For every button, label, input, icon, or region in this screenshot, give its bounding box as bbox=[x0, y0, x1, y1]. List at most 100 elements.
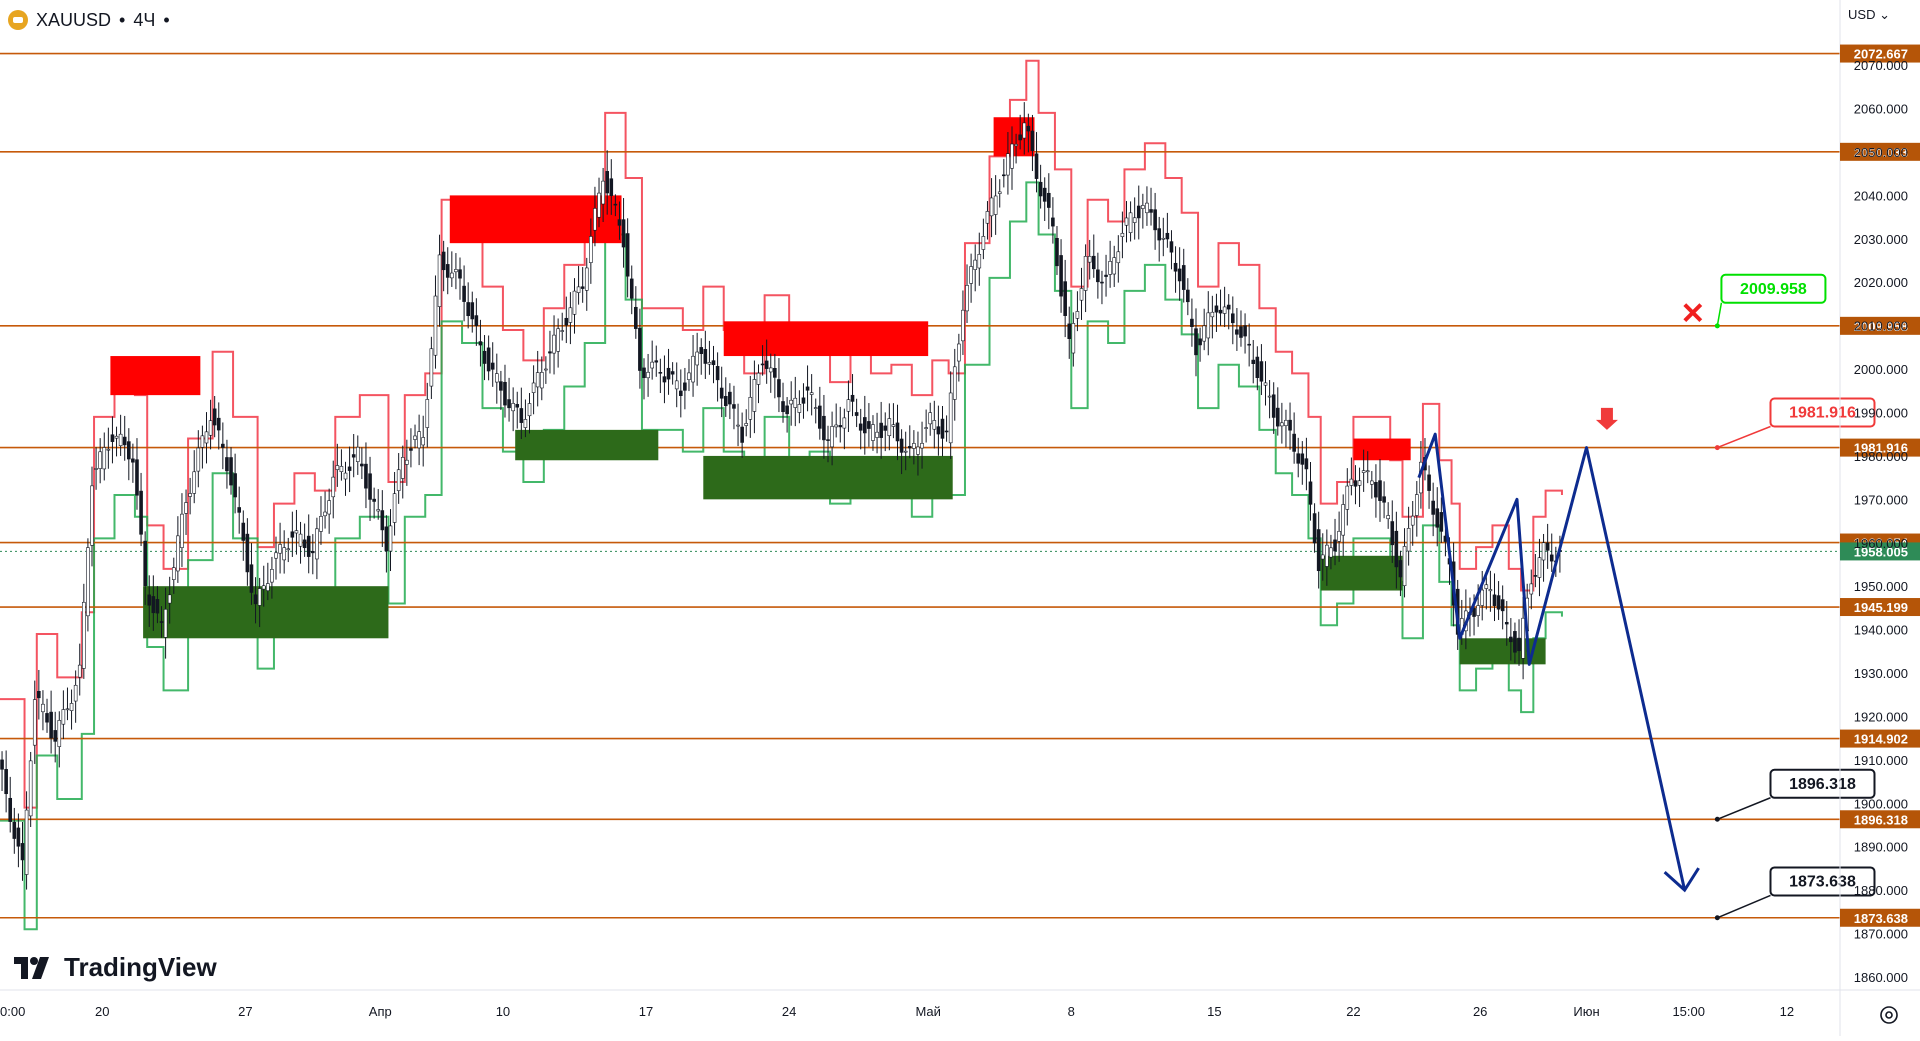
candle-body bbox=[1439, 512, 1444, 532]
candle-body bbox=[932, 420, 937, 430]
timeframe-label[interactable]: 4Ч bbox=[133, 9, 156, 30]
tradingview-logo[interactable]: TradingView bbox=[14, 952, 217, 983]
candle-body bbox=[1145, 202, 1149, 214]
candle-body bbox=[127, 441, 131, 460]
candle-body bbox=[0, 759, 4, 770]
candle-body bbox=[355, 446, 360, 462]
candle-body bbox=[1325, 544, 1329, 567]
y-tick-label-5: 1910.000 bbox=[1854, 753, 1908, 768]
candle-body bbox=[1251, 359, 1256, 364]
settings-gear-icon[interactable] bbox=[1878, 1004, 1900, 1026]
candle-body bbox=[1427, 474, 1431, 491]
candle-body bbox=[838, 425, 843, 428]
callout-pointer-0 bbox=[1716, 302, 1723, 326]
candle-body bbox=[458, 269, 462, 279]
candle-body bbox=[65, 708, 70, 711]
candle-body bbox=[846, 399, 851, 412]
candle-body bbox=[176, 535, 180, 572]
x-tick-label-14: 12 bbox=[1780, 1004, 1794, 1019]
candle-body bbox=[1370, 480, 1374, 485]
candle-body bbox=[331, 476, 336, 498]
candle-body bbox=[1108, 261, 1112, 275]
candle-body bbox=[1292, 433, 1296, 452]
candle-body bbox=[993, 195, 998, 215]
candle-body bbox=[200, 435, 205, 448]
candle-body bbox=[192, 471, 197, 494]
candle-body bbox=[944, 430, 949, 433]
candle-body bbox=[773, 368, 777, 378]
candle-body bbox=[388, 525, 393, 552]
candle-body bbox=[1198, 338, 1202, 346]
candle-body bbox=[1496, 595, 1501, 610]
candle-body bbox=[131, 458, 135, 463]
candle-body bbox=[1517, 637, 1521, 652]
candle-body bbox=[940, 418, 945, 439]
candle-body bbox=[1116, 251, 1121, 264]
currency-selector[interactable]: USD ⌄ bbox=[1848, 7, 1890, 23]
candle-body bbox=[703, 349, 708, 364]
current-price-label-bg bbox=[1840, 542, 1920, 561]
level-label-bg-5 bbox=[1840, 598, 1920, 617]
callout-label-3: 1873.638 bbox=[1789, 873, 1856, 890]
candle-body bbox=[102, 447, 107, 470]
candle-body bbox=[225, 457, 229, 472]
candle-body bbox=[184, 502, 188, 514]
candle-body bbox=[1345, 485, 1350, 510]
candle-body bbox=[519, 408, 524, 423]
candle-body bbox=[621, 219, 626, 248]
supply-demand-zones bbox=[110, 117, 1546, 665]
candle-body bbox=[1390, 521, 1395, 546]
candle-body bbox=[1529, 583, 1534, 595]
supply-zone-4 bbox=[1353, 438, 1411, 461]
candle-body bbox=[961, 309, 965, 342]
x-tick-label-13: 15:00 bbox=[1672, 1004, 1705, 1019]
x-tick-label-11: 26 bbox=[1473, 1004, 1487, 1019]
tradingview-logo-icon bbox=[14, 956, 49, 979]
candle-body bbox=[1521, 617, 1525, 659]
candle-body bbox=[368, 473, 372, 500]
candle-body bbox=[515, 404, 520, 408]
candle-body bbox=[470, 302, 475, 320]
candle-body bbox=[1177, 268, 1182, 282]
candle-body bbox=[981, 236, 986, 250]
candle-body bbox=[952, 366, 957, 400]
candle-body bbox=[221, 443, 225, 448]
candle-body bbox=[871, 424, 875, 441]
callout-pointer-2 bbox=[1717, 797, 1771, 820]
candle-body bbox=[629, 278, 634, 299]
candle-body bbox=[1304, 458, 1309, 470]
candle-body bbox=[421, 437, 426, 446]
candle-body bbox=[478, 341, 483, 346]
candle-body bbox=[1259, 361, 1264, 382]
candle-body bbox=[257, 588, 262, 606]
y-tick-label-2: 1880.000 bbox=[1854, 883, 1908, 898]
candle-body bbox=[122, 436, 127, 446]
y-tick-label-12: 1980.000 bbox=[1854, 449, 1908, 464]
candle-body bbox=[1374, 482, 1378, 498]
candle-body bbox=[1394, 530, 1399, 568]
candle-body bbox=[957, 343, 961, 362]
candle-body bbox=[49, 711, 53, 739]
wave-forecast bbox=[1417, 432, 1700, 893]
candle-body bbox=[139, 490, 143, 535]
candle-body bbox=[1365, 470, 1370, 473]
candle-body bbox=[208, 420, 213, 436]
candle-body bbox=[310, 551, 315, 554]
candle-body bbox=[1104, 274, 1108, 277]
callout-pointer-1 bbox=[1717, 425, 1771, 449]
candle-body bbox=[372, 498, 376, 502]
candle-body bbox=[584, 267, 589, 291]
candle-body bbox=[1398, 560, 1403, 578]
candle-body bbox=[552, 334, 556, 354]
candle-body bbox=[973, 259, 978, 270]
candle-body bbox=[1218, 309, 1223, 314]
symbol-header[interactable]: XAUUSD • 4Ч • bbox=[8, 6, 170, 34]
candle-body bbox=[605, 171, 610, 194]
candle-body bbox=[564, 317, 569, 326]
y-tick-label-8: 1940.000 bbox=[1854, 623, 1908, 638]
candle-body bbox=[151, 596, 156, 614]
candle-body bbox=[319, 516, 323, 532]
x-tick-label-0: 0:00 bbox=[0, 1004, 25, 1019]
